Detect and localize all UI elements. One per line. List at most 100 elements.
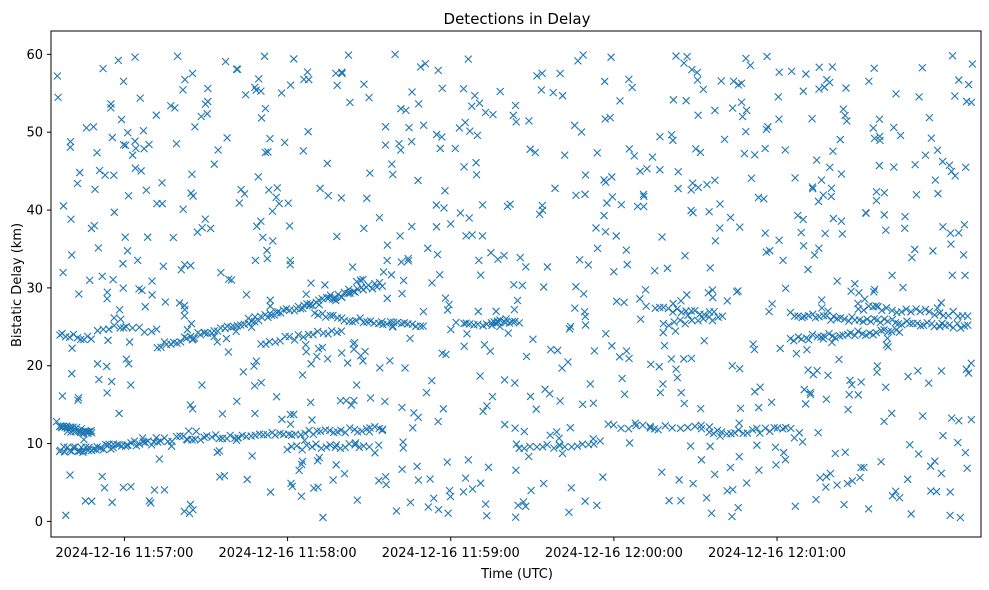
data-point [302, 290, 311, 299]
data-point [263, 430, 272, 439]
data-point [814, 197, 823, 206]
data-point [913, 319, 922, 328]
data-point [116, 323, 125, 332]
data-point [962, 365, 971, 374]
data-point [584, 260, 593, 269]
data-point [242, 290, 251, 299]
data-point [847, 287, 855, 296]
data-point [876, 318, 885, 327]
data-point [697, 424, 706, 433]
data-point [763, 52, 771, 61]
data-point [914, 450, 923, 458]
data-point [408, 320, 417, 329]
data-point [87, 335, 96, 343]
data-point [75, 168, 84, 177]
data-point [189, 505, 197, 514]
data-point [356, 276, 365, 285]
data-point [251, 256, 260, 265]
data-point [357, 427, 366, 435]
data-point [272, 193, 281, 202]
data-point [350, 396, 358, 405]
data-point [838, 229, 847, 238]
data-point [76, 335, 85, 344]
data-point [359, 275, 367, 284]
data-point [902, 305, 911, 313]
data-point [926, 462, 935, 471]
data-point [432, 222, 441, 231]
data-point [250, 381, 259, 390]
data-point [676, 316, 685, 325]
data-point [933, 146, 942, 155]
data-point [502, 315, 510, 323]
data-point [115, 409, 124, 418]
data-point [152, 325, 161, 334]
data-point [960, 220, 969, 229]
data-point [256, 312, 265, 321]
data-point [723, 296, 732, 305]
data-point [135, 440, 144, 449]
data-point [831, 333, 839, 342]
data-point [423, 244, 432, 253]
data-point [256, 217, 265, 226]
data-point [795, 428, 804, 437]
data-point [761, 424, 770, 433]
data-point [203, 109, 212, 118]
data-point [815, 63, 824, 72]
data-point [422, 388, 431, 397]
data-point [424, 503, 433, 511]
data-point [930, 311, 939, 319]
data-point [371, 448, 379, 457]
data-point [460, 342, 469, 351]
data-point [684, 311, 692, 320]
data-point [124, 359, 133, 368]
data-point [167, 442, 176, 451]
data-point [791, 173, 799, 182]
data-point [476, 372, 485, 380]
data-point [798, 313, 806, 322]
data-point [405, 123, 413, 132]
data-point [109, 443, 118, 452]
data-point [558, 449, 567, 458]
data-point [378, 282, 387, 291]
data-point [512, 440, 521, 449]
data-point [297, 460, 306, 469]
data-point [855, 288, 863, 297]
data-point [697, 455, 706, 464]
data-point [708, 316, 717, 325]
data-point [570, 304, 579, 313]
data-point [222, 334, 231, 343]
data-point [537, 86, 546, 94]
data-point [248, 451, 257, 460]
data-point [774, 92, 783, 101]
data-point [947, 240, 955, 249]
data-point [98, 272, 107, 281]
data-point [821, 483, 830, 491]
data-point [244, 319, 253, 328]
data-point [443, 458, 452, 466]
data-point [761, 144, 770, 153]
data-point [681, 251, 689, 260]
data-point [206, 224, 215, 233]
data-point [331, 69, 340, 78]
x-tick-label: 2024-12-16 11:58:00 [219, 546, 357, 561]
data-point [323, 159, 332, 168]
data-point [459, 487, 468, 496]
data-point [620, 390, 629, 399]
data-point [414, 99, 423, 108]
data-point [630, 151, 639, 160]
data-point [396, 104, 405, 113]
data-point [860, 463, 868, 472]
data-point [519, 498, 528, 506]
data-point [326, 311, 335, 320]
data-point [857, 463, 865, 472]
data-point [473, 320, 482, 329]
data-point [480, 340, 489, 349]
data-point [829, 214, 838, 223]
data-point [139, 126, 148, 135]
y-axis-label: Bistatic Delay (km) [10, 223, 25, 347]
data-point [797, 335, 806, 343]
data-point [451, 144, 460, 153]
data-point [538, 443, 547, 451]
data-point [375, 213, 384, 222]
data-point [303, 68, 312, 76]
